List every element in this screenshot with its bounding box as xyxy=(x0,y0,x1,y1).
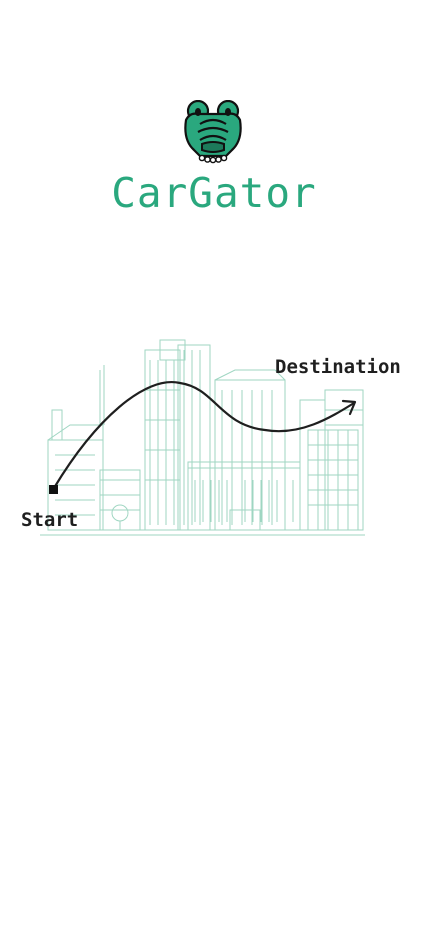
route-path xyxy=(53,380,355,489)
start-marker xyxy=(49,485,58,494)
destination-label: Destination xyxy=(275,356,401,378)
start-label: Start xyxy=(21,509,79,531)
gator-head-icon xyxy=(184,100,242,164)
destination-arrow-icon xyxy=(341,399,357,416)
app-title: CarGator xyxy=(111,169,317,217)
city-route-illustration xyxy=(40,339,365,536)
city-buildings-sketch xyxy=(40,339,365,536)
